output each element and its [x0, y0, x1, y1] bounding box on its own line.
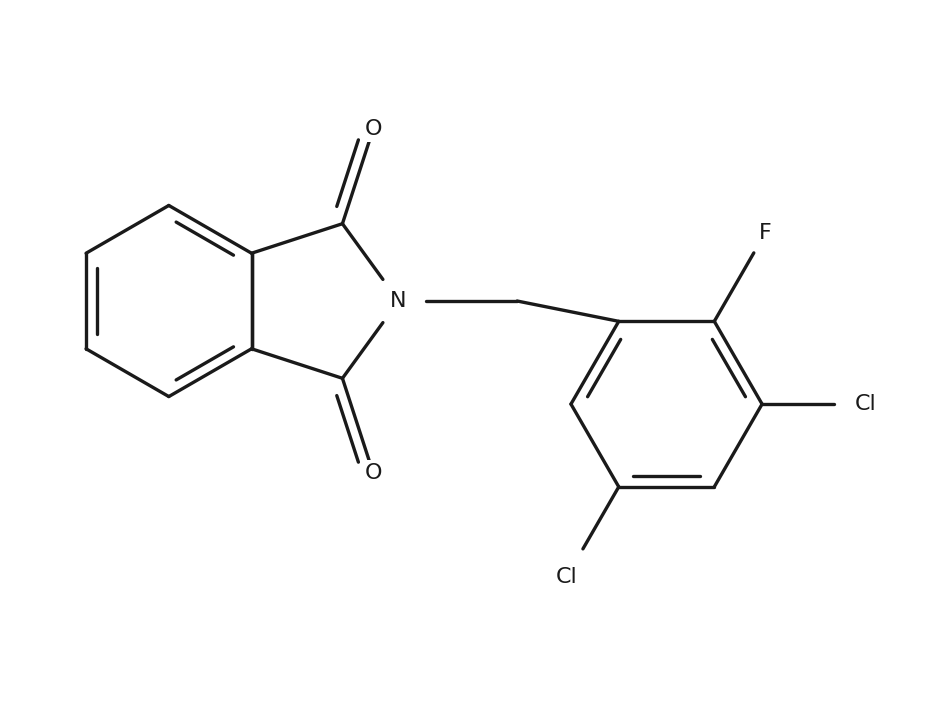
Text: N: N [390, 291, 407, 311]
Text: O: O [365, 463, 382, 483]
Text: F: F [759, 223, 771, 244]
Text: Cl: Cl [556, 567, 578, 587]
Text: Cl: Cl [855, 394, 877, 414]
Text: O: O [365, 119, 382, 139]
